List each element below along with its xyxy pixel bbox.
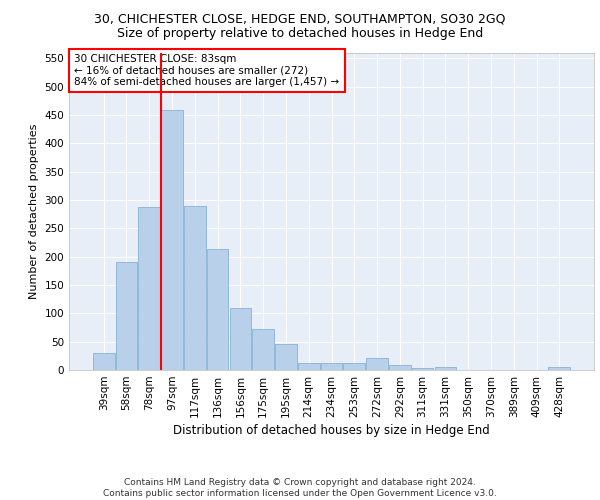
Bar	[298, 363, 320, 370]
Bar	[389, 365, 410, 370]
Bar	[207, 249, 229, 370]
Bar	[116, 262, 137, 370]
Text: 30 CHICHESTER CLOSE: 83sqm
← 16% of detached houses are smaller (272)
84% of sem: 30 CHICHESTER CLOSE: 83sqm ← 16% of deta…	[74, 54, 340, 88]
Bar	[320, 363, 343, 370]
Bar	[412, 368, 433, 370]
Bar	[434, 367, 456, 370]
Bar	[253, 328, 274, 370]
Text: 30, CHICHESTER CLOSE, HEDGE END, SOUTHAMPTON, SO30 2GQ: 30, CHICHESTER CLOSE, HEDGE END, SOUTHAM…	[94, 12, 506, 26]
Bar	[230, 308, 251, 370]
X-axis label: Distribution of detached houses by size in Hedge End: Distribution of detached houses by size …	[173, 424, 490, 437]
Bar	[548, 367, 570, 370]
Text: Contains HM Land Registry data © Crown copyright and database right 2024.
Contai: Contains HM Land Registry data © Crown c…	[103, 478, 497, 498]
Bar	[184, 206, 206, 370]
Bar	[93, 353, 115, 370]
Bar	[139, 208, 160, 370]
Bar	[161, 110, 183, 370]
Bar	[275, 344, 297, 370]
Bar	[343, 363, 365, 370]
Text: Size of property relative to detached houses in Hedge End: Size of property relative to detached ho…	[117, 28, 483, 40]
Bar	[366, 358, 388, 370]
Y-axis label: Number of detached properties: Number of detached properties	[29, 124, 39, 299]
